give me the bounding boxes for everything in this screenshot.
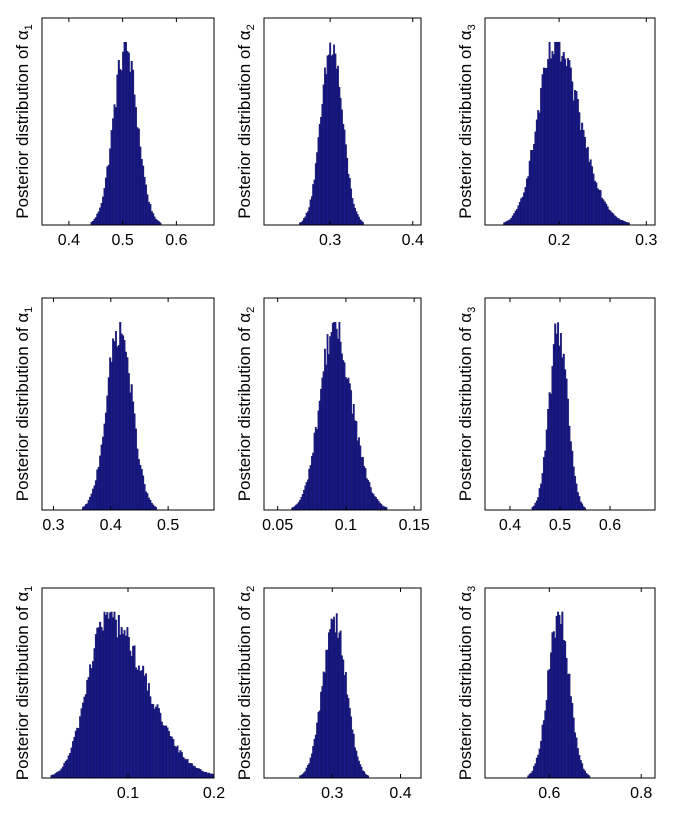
y-axis-label: Posterior distribution of α1 [13, 24, 35, 219]
histogram-bars [90, 41, 162, 226]
x-tick-label: 0.15 [399, 517, 430, 534]
y-axis-label: Posterior distribution of α2 [235, 307, 257, 502]
x-tick-label: 0.6 [599, 517, 621, 534]
axes-frame [484, 297, 656, 511]
x-tick-label: 0.4 [402, 232, 424, 249]
histogram-bars [82, 322, 158, 511]
axes-frame [484, 587, 656, 779]
axes-frame [263, 17, 422, 226]
x-tick-label: 0.8 [630, 785, 652, 802]
panel-row-2-col-2: 0.05 0.1 0.15 Posterior distribution of α2 [235, 297, 430, 534]
x-tick-label: 0.2 [548, 232, 570, 249]
histogram-bars [527, 611, 591, 779]
x-tick-label: 0.4 [389, 785, 411, 802]
panel-row-1-col-1: 0.4 0.5 0.6 Posterior distribution of α1 [13, 17, 215, 249]
x-tick-label: 0.5 [112, 232, 134, 249]
y-axis-label: Posterior distribution of α3 [456, 586, 478, 781]
y-axis-label: Posterior distribution of α3 [456, 307, 478, 502]
y-axis-label-subscript: 2 [245, 24, 257, 30]
y-axis-label: Posterior distribution of α3 [456, 24, 478, 219]
y-axis-label-subscript: 3 [466, 307, 478, 313]
x-tick-label: 0.4 [58, 232, 80, 249]
x-tick-label: 0.4 [100, 517, 122, 534]
histogram-bars [531, 322, 586, 511]
x-tick-label: 0.3 [319, 232, 341, 249]
y-axis-label-subscript: 1 [23, 586, 35, 592]
y-axis-label: Posterior distribution of α1 [13, 307, 35, 502]
x-tick-label: 0.5 [157, 517, 179, 534]
histogram-bars [291, 322, 388, 511]
histogram-bars [503, 41, 630, 226]
y-axis-label-subscript: 3 [466, 586, 478, 592]
y-axis-label-subscript: 2 [245, 307, 257, 313]
y-axis-label-subscript: 1 [23, 307, 35, 313]
axes-frame [41, 297, 215, 511]
x-tick-label: 0.6 [538, 785, 560, 802]
panel-row-3-col-3: 0.6 0.8 Posterior distribution of α3 [456, 586, 656, 802]
x-tick-label: 0.1 [335, 517, 357, 534]
panel-row-1-col-2: 0.3 0.4 Posterior distribution of α2 [235, 17, 424, 249]
axes-frame [484, 17, 656, 226]
x-tick-label: 0.05 [262, 517, 293, 534]
y-axis-label-subscript: 3 [466, 24, 478, 30]
axes-frame [263, 587, 422, 779]
y-axis-label-subscript: 2 [245, 586, 257, 592]
y-axis-label-subscript: 1 [23, 24, 35, 30]
histogram-bars [299, 613, 370, 779]
histogram-bars [50, 611, 215, 779]
panel-row-2-col-1: 0.3 0.4 0.5 Posterior distribution of α1 [13, 297, 215, 534]
panel-row-2-col-3: 0.4 0.5 0.6 Posterior distribution of α3 [456, 297, 656, 534]
x-tick-label: 0.3 [321, 785, 343, 802]
y-axis-label: Posterior distribution of α2 [235, 24, 257, 219]
axes-frame [41, 17, 215, 226]
x-tick-label: 0.5 [549, 517, 571, 534]
panel-row-3-col-1: 0.1 0.2 Posterior distribution of α1 [13, 586, 225, 802]
x-tick-label: 0.3 [635, 232, 657, 249]
histogram-bars [299, 42, 364, 226]
panel-row-1-col-3: 0.2 0.3 Posterior distribution of α3 [456, 17, 658, 249]
x-tick-label: 0.3 [42, 517, 64, 534]
axes-frame [263, 297, 422, 511]
panel-row-3-col-2: 0.3 0.4 Posterior distribution of α2 [235, 586, 422, 802]
y-axis-label: Posterior distribution of α2 [235, 586, 257, 781]
x-tick-label: 0.4 [499, 517, 521, 534]
y-axis-label: Posterior distribution of α1 [13, 586, 35, 781]
x-tick-label: 0.2 [203, 785, 225, 802]
x-tick-label: 0.6 [165, 232, 187, 249]
x-tick-label: 0.1 [117, 785, 139, 802]
